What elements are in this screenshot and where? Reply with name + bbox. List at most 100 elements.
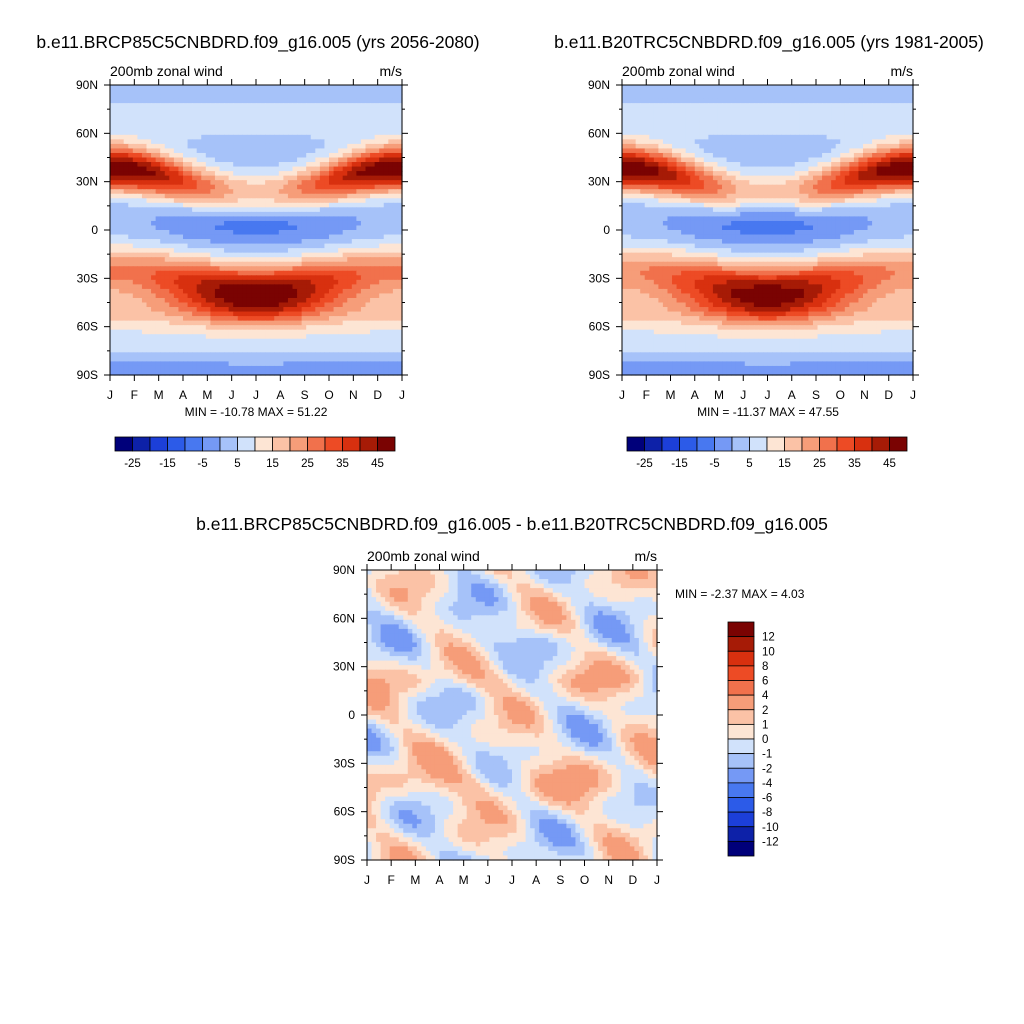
- field-cell: [324, 320, 330, 326]
- field-cell: [831, 85, 837, 91]
- field-cell: [319, 334, 326, 340]
- field-cell: [731, 107, 737, 113]
- field-cell: [690, 112, 696, 118]
- field-cell: [183, 134, 189, 140]
- field-cell: [110, 225, 116, 231]
- field-cell: [237, 220, 243, 227]
- field-cell: [224, 139, 230, 145]
- field-cell: [297, 370, 303, 376]
- field-cell: [862, 94, 869, 100]
- field-cell: [146, 302, 152, 308]
- field-cell: [319, 202, 326, 208]
- field-cell: [653, 94, 659, 100]
- field-cell: [256, 134, 262, 140]
- field-cell: [342, 134, 348, 140]
- field-cell: [137, 356, 143, 363]
- field-cell: [383, 107, 389, 113]
- field-cell: [283, 225, 289, 231]
- field-cell: [260, 89, 266, 95]
- field-cell: [224, 211, 230, 218]
- field-cell: [899, 85, 905, 91]
- field-cell: [360, 211, 367, 218]
- field-cell: [274, 311, 280, 317]
- field-cell: [356, 329, 362, 335]
- field-cell: [114, 329, 120, 335]
- field-cell: [146, 230, 152, 236]
- field-cell: [233, 365, 239, 372]
- field-cell: [110, 103, 116, 109]
- field-cell: [726, 134, 732, 140]
- field-cell: [187, 356, 193, 363]
- field-cell: [183, 252, 189, 258]
- field-cell: [731, 98, 737, 104]
- field-cell: [319, 338, 326, 344]
- field-cell: [114, 134, 120, 140]
- field-cell: [315, 248, 321, 254]
- field-cell: [278, 334, 284, 340]
- field-cell: [192, 193, 198, 199]
- field-cell: [278, 320, 284, 326]
- field-cell: [187, 89, 193, 95]
- field-cell: [164, 89, 170, 95]
- field-cell: [333, 107, 339, 113]
- field-cell: [137, 143, 143, 150]
- field-cell: [287, 148, 294, 154]
- field-cell: [365, 89, 371, 95]
- field-cell: [622, 89, 628, 95]
- field-cell: [287, 316, 294, 322]
- field-cell: [776, 121, 782, 127]
- field-cell: [155, 202, 161, 208]
- field-cell: [283, 320, 289, 326]
- field-cell: [151, 116, 157, 122]
- field-cell: [635, 98, 641, 104]
- field-cell: [347, 202, 353, 208]
- field-cell: [324, 112, 330, 118]
- field-cell: [274, 307, 280, 313]
- field-cell: [183, 320, 189, 326]
- field-cell: [287, 252, 294, 258]
- field-cell: [374, 352, 380, 358]
- field-cell: [283, 275, 289, 281]
- field-cell: [187, 316, 193, 322]
- field-cell: [210, 211, 216, 218]
- field-cell: [388, 85, 394, 91]
- field-cell: [164, 284, 170, 290]
- field-cell: [114, 107, 120, 113]
- field-cell: [219, 211, 225, 218]
- field-cell: [151, 202, 157, 208]
- field-cell: [803, 107, 810, 113]
- field-cell: [876, 130, 882, 136]
- field-cell: [631, 98, 637, 104]
- field-cell: [251, 116, 257, 122]
- field-cell: [356, 347, 362, 353]
- field-cell: [192, 198, 198, 204]
- field-cell: [342, 279, 348, 285]
- field-cell: [781, 89, 787, 95]
- field-cell: [228, 112, 234, 118]
- field-cell: [169, 148, 175, 154]
- field-cell: [333, 202, 339, 208]
- field-cell: [379, 257, 385, 263]
- field-cell: [347, 261, 353, 267]
- field-cell: [132, 216, 138, 222]
- field-cell: [292, 316, 298, 322]
- field-cell: [374, 103, 380, 109]
- field-cell: [347, 325, 353, 331]
- field-cell: [233, 279, 239, 285]
- field-cell: [137, 225, 143, 231]
- field-cell: [872, 98, 878, 104]
- field-cell: [356, 270, 362, 276]
- field-cell: [351, 347, 357, 353]
- field-cell: [219, 307, 225, 313]
- field-cell: [110, 152, 116, 159]
- field-cell: [635, 107, 641, 113]
- field-cell: [329, 293, 335, 299]
- field-cell: [187, 125, 193, 131]
- field-cell: [242, 248, 248, 254]
- field-cell: [903, 112, 910, 118]
- field-cell: [114, 252, 120, 258]
- field-cell: [187, 370, 193, 376]
- field-cell: [242, 85, 248, 91]
- field-cell: [214, 125, 221, 131]
- field-cell: [228, 370, 234, 376]
